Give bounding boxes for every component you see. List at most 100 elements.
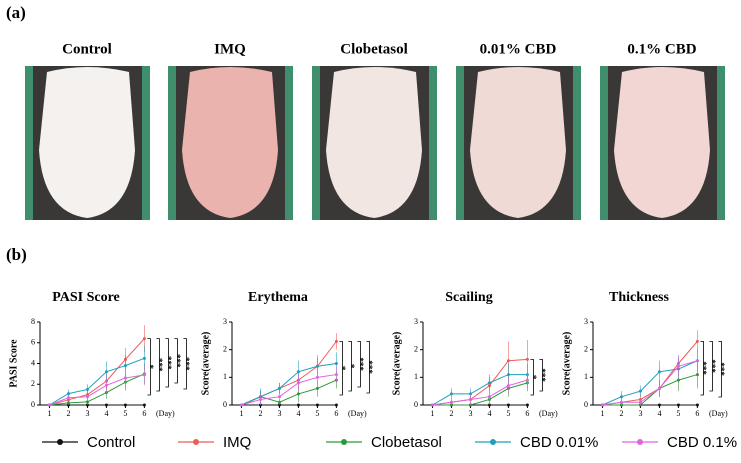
point	[619, 395, 623, 399]
point	[104, 403, 108, 407]
x-unit: (Day)	[539, 409, 558, 418]
y-tick-label: 2	[31, 379, 35, 388]
panel-label: (b)	[6, 245, 27, 264]
legend-label: CBD 0.01%	[520, 434, 598, 451]
significance-label: *	[340, 365, 350, 370]
y-tick-label: 0	[31, 400, 35, 409]
series-line	[241, 374, 337, 406]
significance-bracket	[348, 340, 352, 392]
point	[142, 337, 146, 341]
significance-label: ***	[719, 362, 729, 376]
significance-label: ***	[540, 368, 550, 382]
significance-label: *	[349, 363, 359, 368]
significance-bracket	[718, 340, 722, 398]
point	[657, 386, 661, 390]
x-tick-label: 5	[676, 409, 680, 418]
point	[449, 400, 453, 404]
x-tick-label: 1	[47, 409, 51, 418]
point	[85, 387, 89, 391]
point	[296, 381, 300, 385]
point	[525, 378, 529, 382]
legend-marker	[637, 439, 643, 445]
point	[468, 397, 472, 401]
chart-title: Scailing	[445, 290, 492, 305]
point	[506, 359, 510, 363]
photo-title: Control	[62, 41, 112, 57]
point	[506, 384, 510, 388]
point	[600, 403, 604, 407]
x-tick-label: 6	[334, 409, 338, 418]
x-tick-label: 4	[487, 409, 491, 418]
significance-label: ***	[175, 354, 185, 368]
point	[123, 364, 127, 368]
series-line	[241, 341, 337, 406]
series-line	[49, 338, 145, 406]
x-tick-label: 2	[619, 409, 623, 418]
point	[334, 339, 338, 343]
point	[123, 376, 127, 380]
x-tick-label: 6	[142, 409, 146, 418]
significance-bracket	[165, 338, 169, 388]
point	[506, 403, 510, 407]
y-tick-label: 0	[584, 400, 588, 409]
point	[258, 397, 262, 401]
x-tick-label: 5	[315, 409, 319, 418]
skin	[182, 67, 278, 218]
point	[676, 364, 680, 368]
skin	[326, 67, 422, 218]
series-line	[602, 360, 698, 406]
photo-title: 0.1% CBD	[627, 41, 696, 57]
y-tick-label: 1	[414, 372, 418, 381]
point	[334, 373, 338, 377]
point	[66, 401, 70, 405]
point	[487, 381, 491, 385]
legend-label: Control	[87, 434, 135, 451]
series-line	[49, 357, 145, 406]
skin	[39, 67, 135, 218]
x-tick-label: 6	[695, 409, 699, 418]
y-axis-label: Score(average)	[561, 332, 572, 396]
y-tick-label: 3	[414, 317, 418, 326]
point	[66, 392, 70, 396]
skin	[614, 67, 710, 218]
point	[142, 373, 146, 377]
significance-label: ***	[184, 357, 194, 371]
significance-bracket	[700, 340, 704, 396]
point	[277, 395, 281, 399]
point	[695, 373, 699, 377]
point	[315, 375, 319, 379]
chart-title: Thickness	[609, 290, 669, 305]
significance-label: ***	[367, 360, 377, 374]
y-axis-label: Score(average)	[391, 332, 402, 396]
point	[430, 403, 434, 407]
significance-bracket	[156, 338, 160, 392]
x-tick-label: 4	[657, 409, 661, 418]
significance-bracket	[183, 338, 187, 390]
point	[296, 392, 300, 396]
x-tick-label: 2	[66, 409, 70, 418]
y-tick-label: 4	[31, 358, 35, 367]
x-tick-label: 5	[123, 409, 127, 418]
legend-marker	[193, 439, 199, 445]
x-tick-label: 3	[277, 409, 281, 418]
x-tick-label: 6	[525, 409, 529, 418]
chart-title: Erythema	[248, 290, 308, 305]
point	[142, 403, 146, 407]
series-line	[241, 363, 337, 406]
point	[695, 339, 699, 343]
point	[695, 403, 699, 407]
point	[104, 370, 108, 374]
y-tick-label: 1	[223, 372, 227, 381]
point	[487, 395, 491, 399]
y-tick-label: 0	[223, 400, 227, 409]
point	[277, 386, 281, 390]
point	[85, 400, 89, 404]
significance-bracket	[147, 338, 151, 396]
series-line	[432, 382, 528, 406]
series-line	[602, 360, 698, 406]
legend-label: CBD 0.1%	[667, 434, 737, 451]
significance-bracket	[174, 338, 178, 384]
x-tick-label: 5	[506, 409, 510, 418]
x-tick-label: 1	[239, 409, 243, 418]
